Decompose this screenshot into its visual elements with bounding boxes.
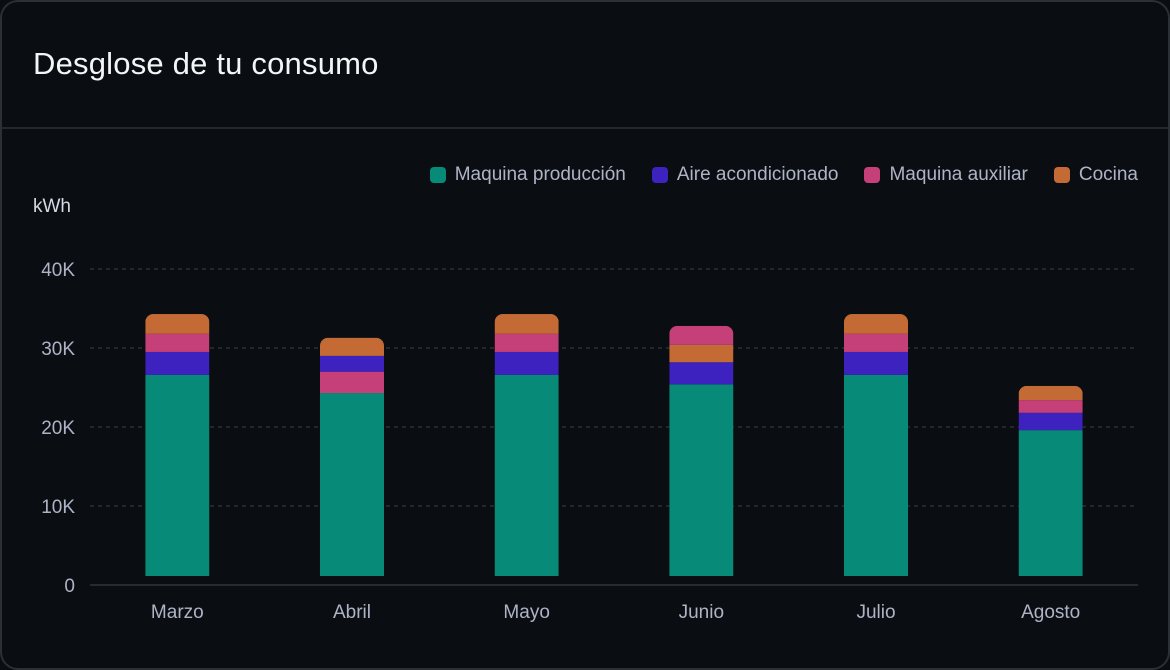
y-tick-label: 10K [41, 497, 75, 518]
bar-segment-cocina[interactable] [494, 314, 559, 334]
card-title: Desglose de tu consumo [33, 46, 379, 81]
header-divider [2, 127, 1168, 129]
bar-segment-maquina-auxiliar[interactable] [145, 333, 210, 352]
y-tick-label: 30K [41, 339, 75, 360]
bar-segment-cocina[interactable] [320, 337, 384, 356]
bar-segment-cocina[interactable] [145, 314, 210, 334]
legend-swatch [429, 167, 446, 183]
bar-segment-cocina[interactable] [1018, 385, 1083, 401]
x-tick-label: Junio [679, 602, 724, 623]
bar-segment-maquina-producci-n[interactable] [844, 374, 908, 576]
bar-julio [844, 314, 908, 576]
bar-abril [320, 337, 384, 576]
bar-segment-cocina[interactable] [844, 314, 908, 334]
bar-junio [669, 325, 734, 576]
legend-label: Aire acondicionado [676, 164, 839, 185]
bar-segment-cocina[interactable] [669, 344, 734, 363]
bar-segment-aire-acondicionado[interactable] [320, 355, 384, 372]
bar-segment-maquina-auxiliar[interactable] [844, 333, 908, 352]
bar-segment-maquina-auxiliar[interactable] [494, 333, 559, 352]
bar-marzo [145, 314, 210, 576]
legend-swatch [864, 167, 881, 183]
bar-segment-aire-acondicionado[interactable] [145, 351, 210, 375]
legend-item-maquina-auxiliar[interactable]: Maquina auxiliar [864, 164, 1028, 186]
bar-segment-aire-acondicionado[interactable] [494, 351, 559, 375]
legend-swatch [651, 167, 668, 183]
bar-segment-maquina-producci-n[interactable] [494, 374, 559, 576]
bar-segment-aire-acondicionado[interactable] [844, 351, 908, 375]
bar-segment-maquina-auxiliar[interactable] [669, 325, 734, 345]
legend-label: Cocina [1078, 164, 1138, 185]
bar-mayo [494, 314, 559, 576]
x-tick-label: Marzo [151, 602, 204, 623]
bar-segment-maquina-producci-n[interactable] [1018, 430, 1083, 576]
y-tick-label: 20K [41, 418, 75, 439]
x-tick-label: Mayo [503, 602, 549, 623]
bar-segment-maquina-producci-n[interactable] [320, 393, 384, 576]
legend-swatch [1053, 167, 1070, 183]
bar-segment-aire-acondicionado[interactable] [669, 362, 734, 385]
bar-segment-maquina-producci-n[interactable] [145, 374, 210, 576]
bar-segment-maquina-auxiliar[interactable] [1018, 400, 1083, 413]
legend-label: Maquina producción [454, 164, 626, 185]
y-tick-label: 40K [41, 260, 75, 281]
legend-item-cocina[interactable]: Cocina [1053, 164, 1138, 186]
bar-segment-maquina-producci-n[interactable] [669, 384, 734, 576]
legend-item-maquina-produccion[interactable]: Maquina producción [429, 164, 626, 186]
bar-agosto [1018, 385, 1083, 576]
bar-segment-maquina-auxiliar[interactable] [320, 371, 384, 394]
chart-legend: Maquina producción Aire acondicionado Ma… [429, 164, 1138, 186]
bar-segment-aire-acondicionado[interactable] [1018, 412, 1083, 431]
legend-item-aire-acondicionado[interactable]: Aire acondicionado [651, 164, 839, 186]
x-tick-label: Abril [333, 602, 371, 623]
y-axis-unit-label: kWh [33, 196, 71, 217]
y-tick-label: 0 [64, 576, 75, 597]
legend-label: Maquina auxiliar [889, 164, 1028, 185]
x-tick-label: Julio [856, 602, 895, 623]
x-tick-label: Agosto [1021, 602, 1080, 623]
